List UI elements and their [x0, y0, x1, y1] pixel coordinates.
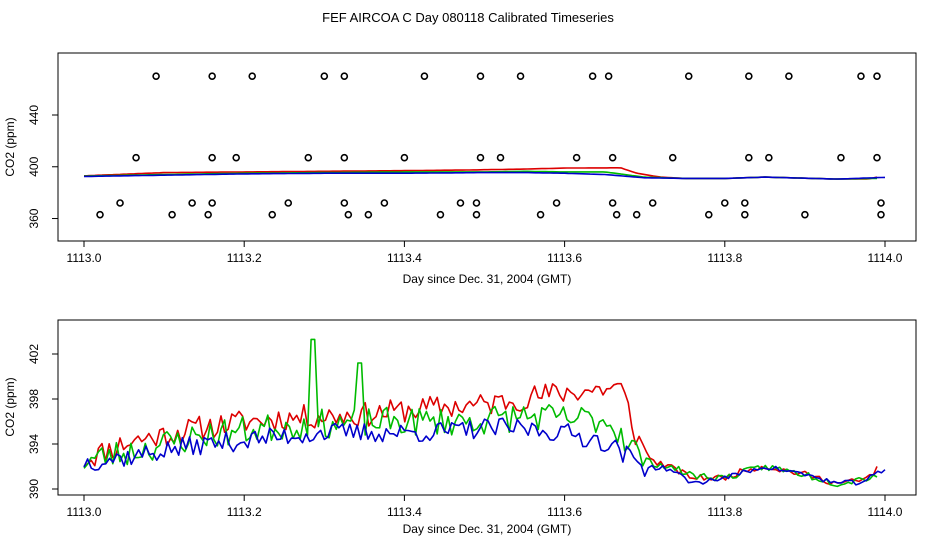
- x-tick-label: 1113.0: [67, 505, 102, 519]
- y-tick-label: 402: [27, 344, 41, 364]
- scatter-point: [248, 72, 257, 80]
- scatter-point: [552, 199, 561, 207]
- series-line-blue: [83, 417, 886, 486]
- x-tick-label: 1113.6: [547, 505, 582, 519]
- scatter-point: [400, 153, 409, 162]
- series-line-green: [83, 338, 878, 488]
- scatter-point: [837, 153, 845, 162]
- scatter-point: [364, 210, 373, 219]
- scatter-point: [745, 72, 753, 80]
- x-tick-label: 1114.0: [868, 251, 903, 265]
- scatter-point: [857, 72, 865, 80]
- x-axis-label: Day since Dec. 31, 2004 (GMT): [403, 272, 572, 286]
- y-axis: 390 394 398 402: [27, 344, 59, 499]
- scatter-point: [745, 153, 753, 162]
- x-tick-label: 1113.6: [547, 251, 582, 265]
- scatter-point: [152, 72, 160, 80]
- x-axis: 1113.0 1113.2 1113.4 1113.6 1113.8 1114.0: [67, 494, 903, 519]
- y-tick-label: 360: [27, 208, 41, 228]
- scatter-point: [168, 210, 176, 219]
- x-tick-label: 1113.8: [707, 505, 742, 519]
- scatter-point: [268, 210, 277, 219]
- scatter-point: [608, 153, 617, 162]
- x-axis: 1113.0 1113.2 1113.4 1113.6 1113.8 1114.0: [67, 240, 903, 265]
- y-tick-label: 390: [27, 479, 41, 499]
- axes: 1113.0 1113.2 1113.4 1113.6 1113.8 1114.03903…: [27, 344, 903, 519]
- scatter-point: [648, 199, 657, 207]
- scatter-point: [785, 72, 793, 80]
- scatter-point: [536, 210, 545, 219]
- scatter-point: [472, 210, 481, 219]
- scatter-point: [516, 72, 525, 80]
- x-tick-label: 1114.0: [868, 505, 903, 519]
- scatter-point: [340, 72, 349, 80]
- y-tick-label: 394: [27, 434, 41, 454]
- scatter-point: [588, 72, 597, 80]
- x-tick-label: 1113.4: [387, 251, 422, 265]
- scatter-point: [476, 72, 485, 80]
- scatter-point: [204, 210, 212, 219]
- scatter-point: [668, 153, 677, 162]
- x-tick-label: 1113.0: [67, 251, 102, 265]
- scatter-point: [604, 72, 613, 80]
- x-axis-label: Day since Dec. 31, 2004 (GMT): [403, 522, 572, 536]
- scatter-point: [436, 210, 445, 219]
- scatter-point: [208, 72, 216, 80]
- scatter-point: [608, 199, 617, 207]
- y-tick-label: 398: [27, 389, 41, 409]
- scatter-point: [96, 210, 104, 219]
- scatter-point: [232, 153, 240, 162]
- scatter-point: [873, 153, 881, 162]
- scatter-point: [132, 153, 140, 162]
- plot-marks: [83, 72, 886, 219]
- scatter-point: [472, 199, 481, 207]
- scatter-point: [320, 72, 329, 80]
- scatter-point: [765, 153, 773, 162]
- scatter-point: [208, 153, 216, 162]
- plot-frame: [57, 52, 917, 242]
- scatter-point: [741, 199, 749, 207]
- scatter-point: [801, 210, 809, 219]
- y-tick-label: 440: [27, 105, 41, 125]
- scatter-point: [877, 199, 885, 207]
- scatter-point: [632, 210, 641, 219]
- plot-marks: [83, 338, 886, 488]
- scatter-point: [304, 153, 313, 162]
- scatter-point: [612, 210, 621, 219]
- x-tick-label: 1113.8: [707, 251, 742, 265]
- x-tick-label: 1113.2: [227, 251, 262, 265]
- scatter-point: [284, 199, 293, 207]
- scatter-point: [116, 199, 124, 207]
- scatter-point: [420, 72, 429, 80]
- scatter-point: [684, 72, 693, 80]
- scatter-point: [704, 210, 713, 219]
- y-tick-label: 400: [27, 156, 41, 176]
- scatter-point: [380, 199, 389, 207]
- y-axis: 360 400 440: [27, 105, 59, 229]
- scatter-point: [208, 199, 216, 207]
- x-tick-label: 1113.2: [227, 505, 262, 519]
- series-line-blue: [83, 171, 886, 180]
- scatter-point: [340, 153, 349, 162]
- figure-title: FEF AIRCOA C Day 080118 Calibrated Times…: [322, 10, 614, 25]
- scatter-point: [741, 210, 749, 219]
- scatter-point: [344, 210, 353, 219]
- scatter-point: [572, 153, 581, 162]
- x-tick-label: 1113.4: [387, 505, 422, 519]
- scatter-point: [456, 199, 465, 207]
- scatter-point: [873, 72, 881, 80]
- scatter-point: [476, 153, 485, 162]
- panel-bottom: 1113.0 1113.2 1113.4 1113.6 1113.8 1114.03903…: [3, 319, 917, 536]
- scatter-point: [496, 153, 505, 162]
- panel-top: 1113.0 1113.2 1113.4 1113.6 1113.8 1114.0 360 4…: [3, 52, 917, 286]
- scatter-point: [188, 199, 196, 207]
- scatter-point: [340, 199, 349, 207]
- y-axis-label: CO2 (ppm): [3, 377, 17, 436]
- axes: 1113.0 1113.2 1113.4 1113.6 1113.8 1114.0 360 4…: [27, 105, 903, 265]
- scatter-point: [877, 210, 885, 219]
- y-axis-label: CO2 (ppm): [3, 117, 17, 176]
- scatter-point: [720, 199, 729, 207]
